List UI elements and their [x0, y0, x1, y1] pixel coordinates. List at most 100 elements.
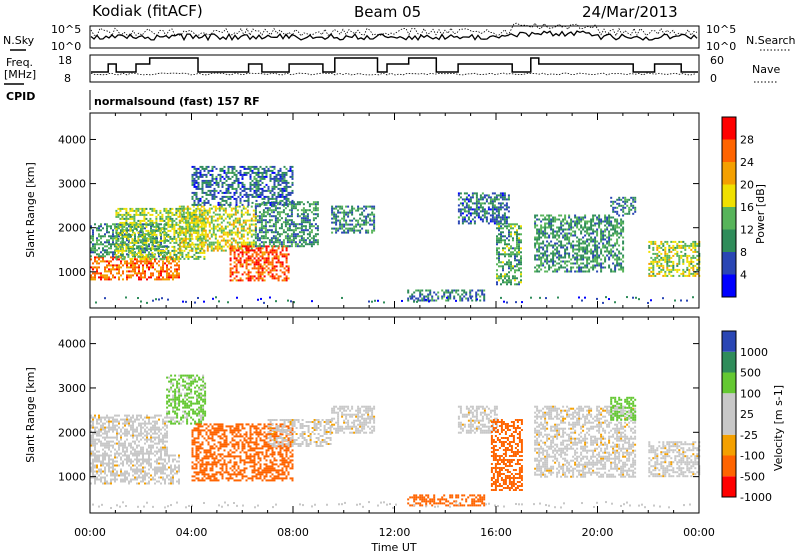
noise-tick-left-low: 10^0 — [51, 40, 81, 53]
y-tick-label: 1000 — [58, 266, 86, 279]
nave-label: Nave — [752, 63, 780, 76]
power-colorbar-bin — [722, 184, 736, 207]
x-tick-label: 16:00 — [480, 526, 512, 539]
velocity-colorbar-bin — [722, 351, 736, 373]
power-colorbar-tick: 28 — [740, 134, 754, 147]
power-region-13 — [648, 240, 701, 277]
velocity-colorbar-tick: 1000 — [740, 346, 768, 359]
freq-tick-low: 8 — [64, 72, 71, 85]
cpid-value: normalsound (fast) 157 RF — [94, 95, 260, 108]
velocity-colorbar-tick: -500 — [740, 470, 765, 483]
velocity-colorbar-bin — [722, 393, 736, 414]
y-tick-label: 1000 — [58, 471, 86, 484]
power-colorbar-tick: 24 — [740, 156, 754, 169]
x-tick-label: 20:00 — [582, 526, 614, 539]
velocity-region-7 — [457, 405, 498, 434]
nsky-trace — [90, 30, 698, 42]
power-region-11 — [534, 214, 625, 273]
power-colorbar-bin — [722, 117, 736, 140]
velocity-x-ticks — [89, 317, 700, 513]
cpid-label: CPID — [6, 90, 35, 103]
power-region-5 — [254, 201, 319, 248]
velocity-region-0 — [90, 454, 180, 485]
power-colorbar-label: Power [dB] — [754, 184, 767, 244]
x-tick-label: 00:00 — [74, 526, 106, 539]
freq-tick-high: 18 — [58, 54, 72, 67]
power-heatmap-cells — [90, 165, 701, 304]
freq-label-1: Freq. — [6, 56, 33, 69]
x-tick-label: 08:00 — [277, 526, 309, 539]
nave-tick-high: 60 — [710, 54, 724, 67]
beam-title: Beam 05 — [354, 3, 421, 21]
y-tick-label: 3000 — [58, 382, 86, 395]
power-colorbar-bin — [722, 274, 736, 297]
power-colorbar-bin — [722, 207, 736, 230]
power-colorbar-tick: 4 — [740, 269, 747, 282]
velocity-region-5 — [331, 405, 376, 434]
velocity-y-label: Slant Range [km] — [24, 367, 37, 463]
velocity-colorbar-bin — [722, 455, 736, 477]
power-region-8 — [407, 289, 486, 302]
time-axis-labels: 00:00 04:00 08:00 12:00 16:00 20:00 00:00 — [74, 526, 715, 539]
nave-trace — [90, 72, 696, 76]
velocity-region-9 — [534, 405, 637, 478]
x-axis-label: Time UT — [370, 541, 416, 554]
velocity-colorbar-bin — [722, 476, 736, 497]
noise-tick-right-low: 10^0 — [706, 40, 736, 53]
nsearch-trace — [90, 22, 698, 37]
velocity-colorbar-bin — [722, 434, 736, 456]
power-colorbar-tick: 20 — [740, 179, 754, 192]
power-colorbar-tick: 16 — [740, 201, 754, 214]
station-title: Kodiak (fitACF) — [92, 2, 203, 20]
velocity-colorbar-tick: -25 — [740, 429, 758, 442]
x-tick-label: 04:00 — [176, 526, 208, 539]
velocity-colorbar-bin — [722, 331, 736, 352]
noise-tick-left-high: 10^5 — [51, 23, 81, 36]
velocity-region-2 — [166, 374, 207, 425]
y-tick-label: 3000 — [58, 178, 86, 191]
velocity-region-4 — [267, 419, 332, 447]
velocity-region-10 — [610, 396, 637, 421]
power-region-7 — [331, 205, 376, 234]
x-tick-label: 12:00 — [379, 526, 411, 539]
nsky-label: N.Sky — [3, 34, 35, 47]
power-region-0 — [90, 256, 180, 281]
y-tick-label: 4000 — [58, 338, 86, 351]
nsearch-label: N.Search — [746, 34, 796, 47]
power-colorbar-bin — [722, 229, 736, 252]
x-tick-label: 00:00 — [683, 526, 715, 539]
velocity-colorbar-bin — [722, 414, 736, 435]
power-region-9 — [457, 192, 510, 225]
velocity-colorbar-tick: 25 — [740, 408, 754, 421]
velocity-region-1 — [90, 414, 168, 455]
power-region-3 — [178, 205, 257, 252]
velocity-region-3 — [191, 423, 294, 482]
freq-label-2: [MHz] — [4, 68, 36, 81]
y-tick-label: 2000 — [58, 426, 86, 439]
power-colorbar-bin — [722, 252, 736, 275]
power-colorbar-bin — [722, 139, 736, 162]
power-x-ticks — [89, 113, 700, 308]
power-colorbar-bin — [722, 162, 736, 185]
velocity-colorbar-tick: 100 — [740, 387, 761, 400]
nave-tick-low: 0 — [710, 72, 717, 85]
y-tick-label: 2000 — [58, 222, 86, 235]
freq-panel-frame — [89, 54, 700, 83]
velocity-colorbar-tick: -100 — [740, 450, 765, 463]
velocity-colorbar: 1000 500 100 25 -25 -100 -500 -1000 — [721, 330, 772, 504]
power-panel-frame — [89, 112, 700, 309]
power-colorbar-tick: 8 — [740, 246, 747, 259]
velocity-y-ticks: 1000 2000 3000 4000 — [58, 338, 699, 484]
velocity-colorbar-label: Velocity [m s-1] — [772, 385, 785, 471]
power-colorbar-tick: 12 — [740, 224, 754, 237]
velocity-region-6 — [407, 494, 486, 507]
power-region-2 — [115, 207, 206, 260]
power-region-10 — [496, 223, 522, 286]
velocity-heatmap-cells — [90, 374, 701, 509]
power-region-6 — [191, 165, 294, 206]
freq-trace — [91, 57, 698, 73]
power-y-ticks: 1000 2000 3000 4000 — [58, 133, 699, 279]
velocity-colorbar-tick: -1000 — [740, 491, 772, 504]
noise-panel-frame — [89, 25, 700, 49]
